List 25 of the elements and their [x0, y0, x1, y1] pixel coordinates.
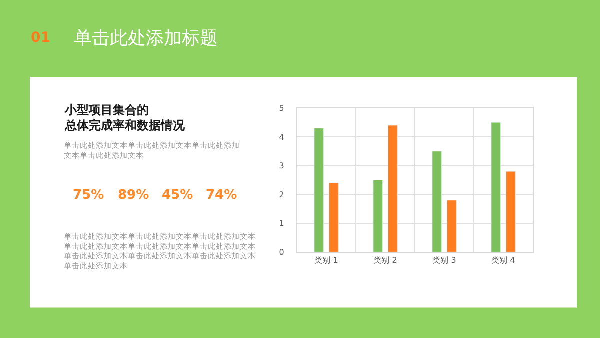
- bar: [373, 180, 384, 252]
- text: 单击此处添加标题: [74, 28, 218, 49]
- bar: [446, 200, 457, 252]
- y-tick-label: 3: [279, 162, 284, 171]
- text: 74%: [206, 188, 238, 203]
- y-tick-label: 4: [279, 132, 284, 142]
- x-tick-label: 类别 1: [314, 256, 338, 265]
- text: 89%: [118, 188, 150, 203]
- x-tick-label: 类别 2: [374, 256, 398, 265]
- y-tick-label: 1: [279, 219, 284, 228]
- bar: [491, 122, 502, 252]
- x-tick-label: 类别 3: [432, 256, 456, 265]
- y-tick-label: 5: [279, 104, 284, 113]
- text: 45%: [162, 188, 194, 203]
- bar: [432, 151, 442, 252]
- text: 小型项目集合的总体完成率和数据情况: [64, 103, 186, 133]
- x-tick-label: 类别 4: [492, 256, 516, 265]
- bar: [506, 171, 516, 252]
- bar: [388, 125, 398, 252]
- text: 01: [31, 30, 50, 46]
- bar: [314, 128, 324, 252]
- bar: [328, 182, 339, 252]
- text: 75%: [73, 188, 104, 203]
- y-tick-label: 2: [279, 190, 284, 200]
- y-tick-label: 0: [279, 248, 284, 258]
